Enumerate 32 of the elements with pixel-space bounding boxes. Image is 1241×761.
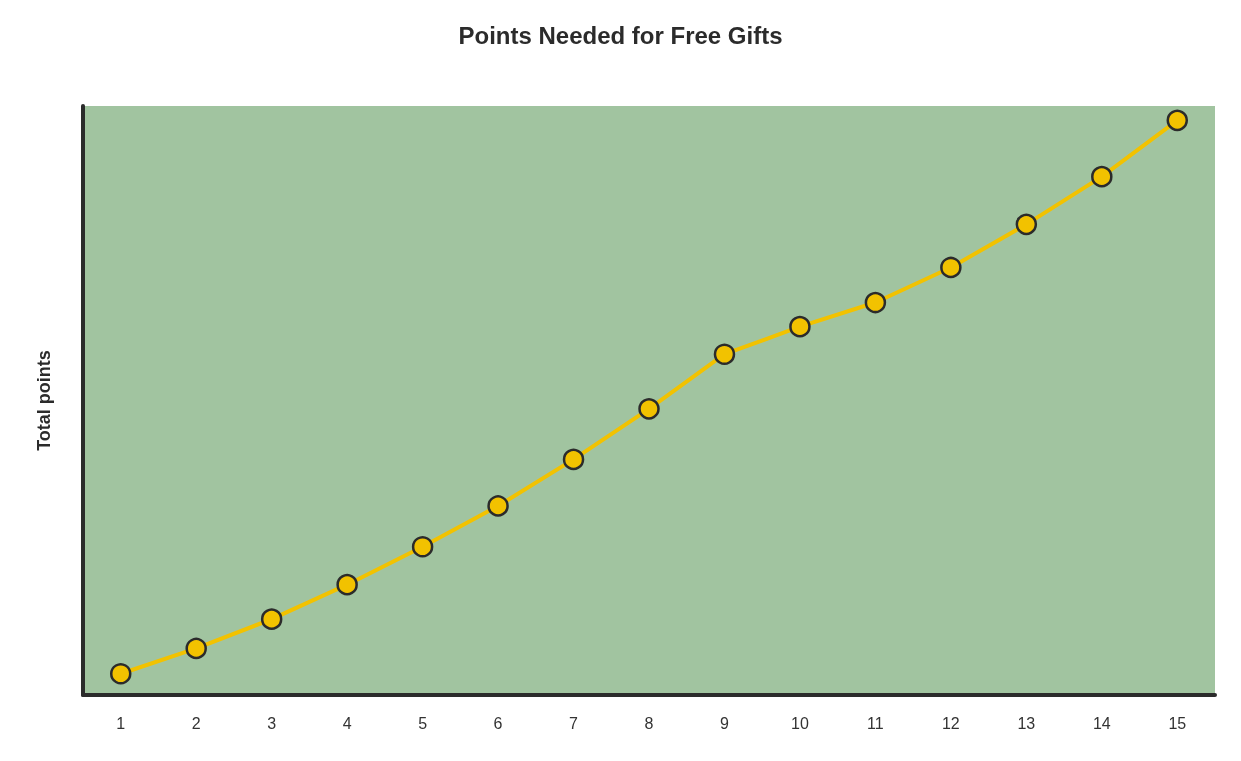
- point: [713, 343, 736, 365]
- point: [185, 637, 207, 660]
- x-tick-label: 9: [720, 714, 730, 732]
- x-tick-label: 15: [1168, 714, 1187, 732]
- x-tick-label: 11: [867, 714, 884, 732]
- point: [562, 448, 585, 471]
- x-tick-label: 13: [1017, 714, 1036, 732]
- x-tick-label: 7: [569, 714, 579, 732]
- point: [1015, 213, 1038, 236]
- point: [110, 662, 132, 685]
- x-tick-label: 12: [941, 714, 960, 732]
- x-tick-label: 5: [418, 714, 428, 732]
- x-tick-label: 14: [1092, 714, 1111, 732]
- x-tick-label: 6: [493, 714, 503, 732]
- point: [864, 291, 887, 314]
- point: [789, 315, 811, 338]
- chart-title: Points Needed for Free Gifts: [458, 21, 783, 49]
- point: [940, 256, 962, 279]
- point: [1091, 165, 1113, 188]
- x-tick-label: 10: [791, 714, 809, 732]
- point: [638, 398, 660, 420]
- point: [411, 536, 434, 558]
- x-tick-label: 8: [644, 714, 654, 732]
- x-tick-label: 2: [191, 714, 201, 732]
- point: [487, 495, 509, 517]
- x-tick-label: 3: [267, 714, 277, 732]
- point: [1166, 109, 1189, 132]
- y-axis-title: Total points: [34, 350, 54, 451]
- x-tick-label: 1: [116, 714, 126, 732]
- x-tick-label: 4: [342, 714, 352, 732]
- point: [260, 608, 283, 630]
- point: [336, 573, 358, 596]
